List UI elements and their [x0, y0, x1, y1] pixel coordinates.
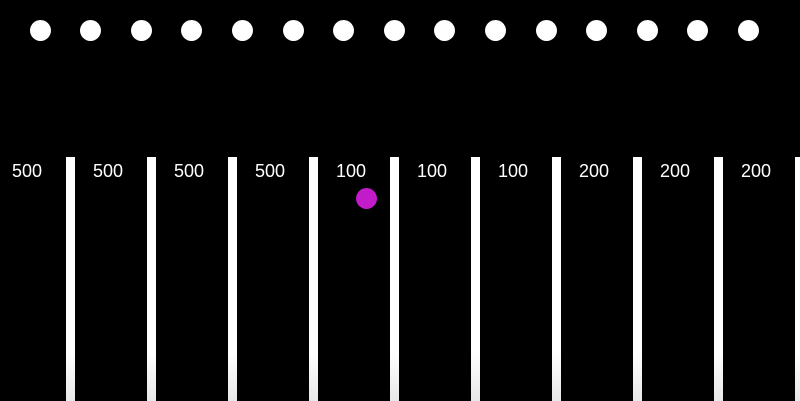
peg [535, 20, 557, 41]
peg [231, 20, 253, 41]
slot-value-label: 100 [497, 161, 529, 181]
peg [586, 20, 608, 41]
slot-value-label: 200 [578, 161, 610, 181]
peg [181, 20, 203, 41]
slot-value-label: 500 [254, 161, 286, 181]
slot-value-label: 500 [173, 161, 205, 181]
slot-divider [66, 157, 75, 401]
ball [356, 188, 377, 209]
slot-divider [795, 157, 800, 401]
slot-value-label: 200 [659, 161, 691, 181]
slot-divider [714, 157, 723, 401]
slot-value-label: 100 [416, 161, 448, 181]
peg [282, 20, 304, 41]
peg [80, 20, 102, 41]
peg [383, 20, 405, 41]
slot-divider [552, 157, 561, 401]
slot-value-label: 200 [740, 161, 772, 181]
peg [434, 20, 456, 41]
peg [636, 20, 658, 41]
slot-value-label: 500 [11, 161, 43, 181]
peg [130, 20, 152, 41]
slot-divider [633, 157, 642, 401]
peg [737, 20, 759, 41]
slot-divider [390, 157, 399, 401]
slot-divider [309, 157, 318, 401]
slot-value-label: 500 [92, 161, 124, 181]
slot-divider [228, 157, 237, 401]
peg [333, 20, 355, 41]
peg [687, 20, 709, 41]
peg [484, 20, 506, 41]
peg [29, 20, 51, 41]
slot-divider [471, 157, 480, 401]
slot-divider [147, 157, 156, 401]
slot-value-label: 100 [335, 161, 367, 181]
